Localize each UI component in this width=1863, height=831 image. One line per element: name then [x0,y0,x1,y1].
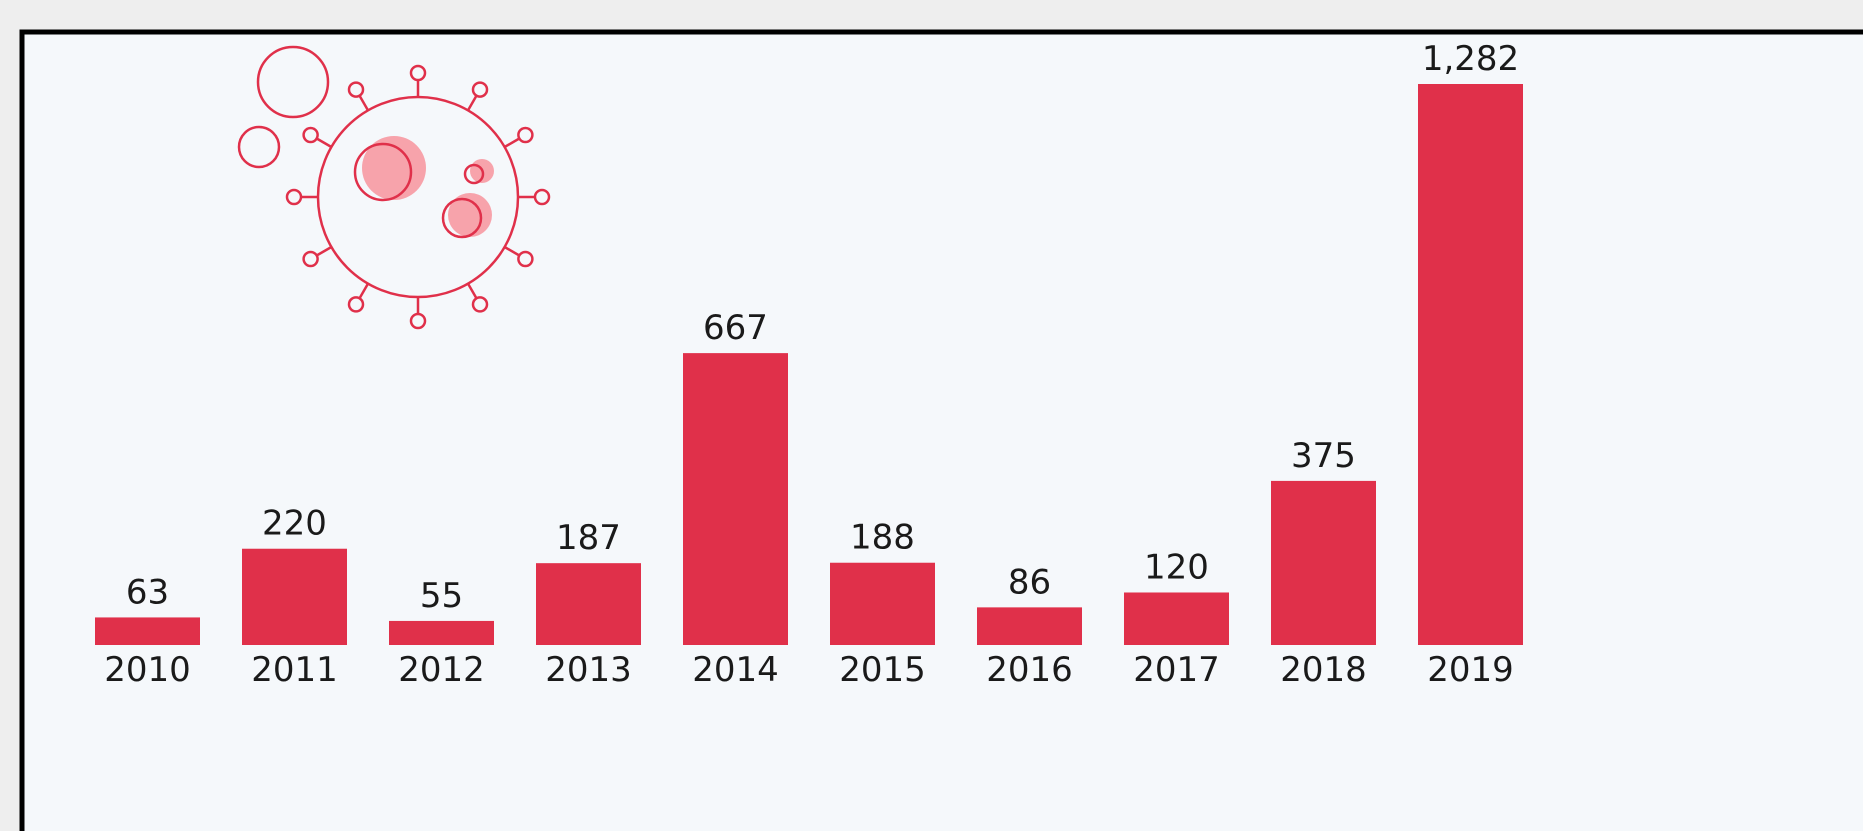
bar [830,562,935,645]
bubble [237,125,281,169]
virus-spike-tip [285,188,303,206]
x-tick-label: 2019 [1427,650,1514,690]
virus-spike-tip [471,81,489,98]
virus-spike-tip [347,81,365,98]
virus-spike [357,282,370,300]
bar [242,548,347,645]
virus-spike [503,136,521,149]
virus-spike-tip [302,250,319,268]
bar [536,563,641,645]
value-label: 1,282 [1422,39,1519,79]
x-tick-label: 2017 [1133,650,1220,690]
x-tick-label: 2018 [1280,650,1367,690]
spot [463,163,485,185]
bubble [256,45,330,119]
value-label: 120 [1144,547,1209,587]
spot [441,197,483,239]
virus-spike-tip [533,188,551,206]
value-label: 375 [1291,436,1356,476]
bar [1124,592,1229,645]
spot [353,142,413,202]
x-tick-label: 2012 [398,650,485,690]
virus-spike-tip [409,64,427,82]
value-label: 188 [850,518,915,558]
bar [95,617,200,645]
virus-spike [315,136,333,149]
virus-spike-tip [302,126,319,144]
value-label: 187 [556,518,621,558]
virus-spike-tip [409,312,427,330]
virus-spike-tip [517,126,534,144]
value-label: 63 [126,572,169,612]
value-label: 220 [262,504,327,544]
virus-spike [357,94,370,112]
bar [1271,480,1376,645]
virus-icon [237,45,551,330]
virus-spike [466,94,479,112]
x-tick-label: 2010 [104,650,191,690]
x-tick-label: 2011 [251,650,338,690]
x-tick-label: 2013 [545,650,632,690]
virus-spike [466,282,479,300]
virus-spike [503,245,521,258]
bar [977,607,1082,645]
x-tick-label: 2016 [986,650,1073,690]
spot [448,193,492,237]
bar [389,620,494,645]
bar [683,353,788,645]
virus-spike [315,245,333,258]
x-tick-label: 2015 [839,650,926,690]
value-label: 86 [1008,562,1051,602]
virus-spike-tip [347,296,365,313]
value-label: 667 [703,308,768,348]
virus-spike-tip [471,296,489,313]
spot [362,136,426,200]
panel [19,29,1863,831]
virus-spike-tip [517,250,534,268]
x-tick-label: 2014 [692,650,779,690]
value-label: 55 [420,576,463,616]
bar [1418,84,1523,645]
